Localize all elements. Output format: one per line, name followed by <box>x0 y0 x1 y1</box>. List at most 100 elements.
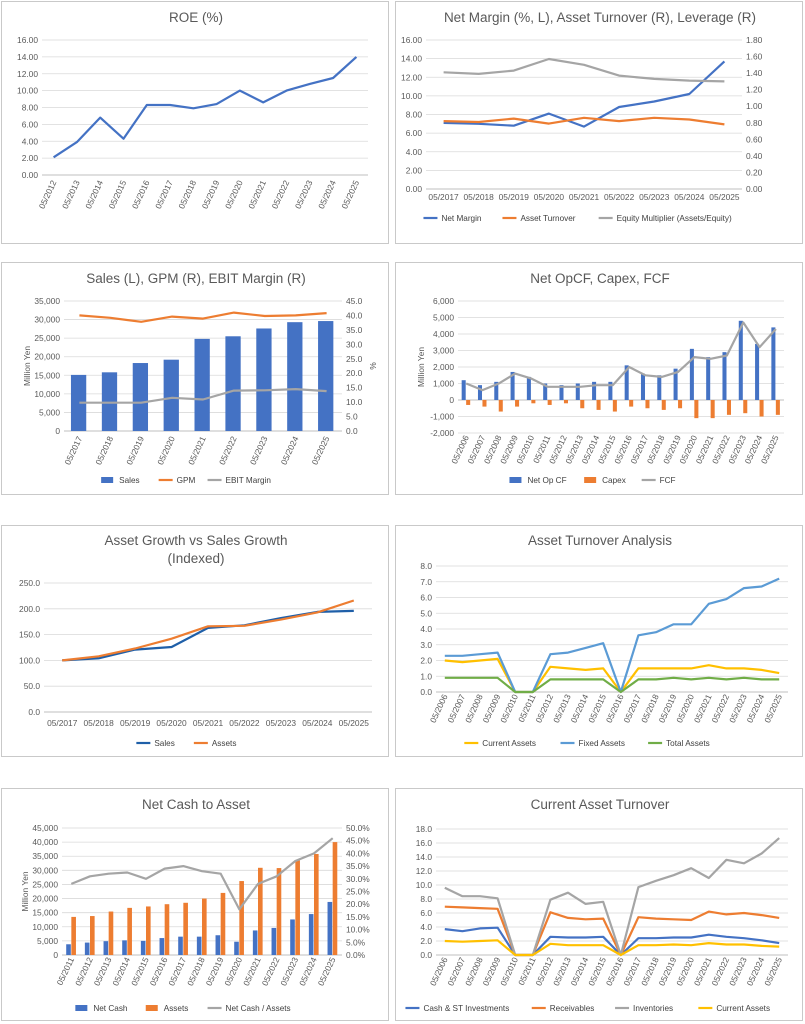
y-tick-label: 5,000 <box>37 936 58 946</box>
sales-bar <box>132 363 149 431</box>
y-tick-label: 12.00 <box>401 72 422 82</box>
legend-swatch-net-cash <box>75 1005 88 1011</box>
y-tick-label: 4.0 <box>420 922 432 932</box>
y-tick-label: 0.00 <box>406 184 423 194</box>
y-tick-label: 10,000 <box>32 922 58 932</box>
x-tick-label: 05/2021 <box>193 718 224 728</box>
current-assets-line <box>444 657 780 694</box>
sales-bar <box>163 359 179 431</box>
y2-tick-label: 1.00 <box>746 101 763 111</box>
net-op-cf-bar <box>608 381 613 400</box>
net-op-cf-bar <box>624 365 629 400</box>
legend-label-net-cash-assets: Net Cash / Assets <box>226 1004 291 1013</box>
x-tick-label: 05/2018 <box>84 718 115 728</box>
y-tick-label: 20,000 <box>34 352 60 362</box>
sales-bar <box>256 328 272 431</box>
legend-swatch-capex <box>584 477 597 483</box>
y-tick-label: 0 <box>55 426 60 436</box>
x-tick-label: 05/2019 <box>200 178 222 210</box>
x-tick-label: 05/2013 <box>60 178 82 210</box>
asset-vs-sales-growth-chart-svg: Asset Growth vs Sales Growth (Indexed) 0.0… <box>19 533 372 748</box>
x-tick-label: 05/2025 <box>316 955 338 987</box>
sales-gpm-ebit-chart: Sales (L), GPM (R), EBIT Margin (R) 0 5,00… <box>1 262 389 495</box>
current-asset-turnover-chart-svg: Current Asset Turnover 0.0 2.0 4.0 6.0 8.0 10.… <box>405 797 788 1013</box>
y-tick-label: 12.00 <box>17 69 38 79</box>
net-cash-bar <box>196 936 202 955</box>
sales-gpm-ebit-chart-svg: Sales (L), GPM (R), EBIT Margin (R) 0 5,00… <box>22 271 378 485</box>
y2-tick-label: 45.0 <box>346 296 363 306</box>
x-tick-label: 05/2018 <box>464 192 495 202</box>
sales-bar <box>194 338 210 431</box>
asset-turnover-line <box>443 116 725 126</box>
net-op-cf-bar <box>494 381 499 400</box>
fixed-assets-line <box>444 577 780 694</box>
capex-bar <box>694 400 699 419</box>
legend-swatch-assets <box>145 1005 158 1011</box>
y2-tick-label: 0.20 <box>746 167 763 177</box>
legend-label-receivables: Receivables <box>550 1004 595 1013</box>
y-tick-label: 14.00 <box>401 54 422 64</box>
capex-bar <box>612 400 617 412</box>
y2-tick-label: 25.0 <box>346 354 363 364</box>
legend-swatch-net-op-cf <box>509 477 522 483</box>
y-axis-label: Million Yen <box>416 347 426 387</box>
y2-axis-label: % <box>368 362 378 370</box>
net-margin-chart: Net Margin (%, L), Asset Turnover (R), L… <box>395 1 803 244</box>
net-cash-to-asset-chart-svg: Net Cash to Asset 0 5,000 10,000 15,000 20,00… <box>20 797 370 1013</box>
x-tick-label: 05/2020 <box>223 178 245 210</box>
x-tick-label: 05/2025 <box>339 178 361 210</box>
series-line <box>52 56 358 159</box>
legend-label-total-assets: Total Assets <box>666 739 710 748</box>
chart-title: Net Cash to Asset <box>142 797 250 812</box>
x-tick-label: 05/2019 <box>124 434 146 466</box>
y-tick-label: 0.0 <box>28 707 40 717</box>
y-tick-label: 6.00 <box>406 128 423 138</box>
sales-bar <box>287 322 303 431</box>
net-op-cf-bar <box>771 327 776 400</box>
y-tick-label: 0.0 <box>420 687 432 697</box>
y-tick-label: 10,000 <box>34 389 60 399</box>
net-op-cf-bar <box>738 320 743 400</box>
total-assets-line <box>444 676 780 694</box>
x-tick-label: 05/2017 <box>428 192 459 202</box>
chart-title: Current Asset Turnover <box>531 797 670 812</box>
x-tick-label: 05/2017 <box>153 178 175 210</box>
y2-tick-label: 25.0% <box>346 887 370 897</box>
legend-label-current-assets: Current Assets <box>716 1004 770 1013</box>
legend-label-gpm: GPM <box>177 476 196 485</box>
x-tick-label: 05/2024 <box>316 178 338 210</box>
y-tick-label: 7.0 <box>420 577 432 587</box>
net-op-cf-bar <box>689 348 694 400</box>
legend-label-ebit-margin: EBIT Margin <box>226 476 272 485</box>
y2-tick-label: 30.0 <box>346 339 363 349</box>
y2-tick-label: 10.0% <box>346 925 370 935</box>
assets-bar <box>332 842 338 955</box>
y-tick-label: 8.0 <box>420 894 432 904</box>
y-axis-label: Million Yen <box>20 871 30 911</box>
legend-label-fixed-assets: Fixed Assets <box>579 739 625 748</box>
legend-label-equity-multiplier-assets-equity-: Equity Multiplier (Assets/Equity) <box>617 214 732 223</box>
chart-title: ROE (%) <box>169 10 223 25</box>
asset-turnover-analysis-chart-svg: Asset Turnover Analysis 0.0 1.0 2.0 3.0 4.0 5.… <box>420 533 788 748</box>
y-tick-label: 45,000 <box>32 823 58 833</box>
y-tick-label: 8.0 <box>420 561 432 571</box>
x-tick-label: 05/2024 <box>674 192 705 202</box>
y2-tick-label: 50.0% <box>346 823 370 833</box>
legend-label-net-cash: Net Cash <box>93 1004 128 1013</box>
y-tick-label: 4.00 <box>22 136 39 146</box>
y-tick-label: 25,000 <box>32 879 58 889</box>
y-tick-label: 30,000 <box>34 315 60 325</box>
y-tick-label: 2.0 <box>420 656 432 666</box>
y2-tick-label: 0.0% <box>346 950 366 960</box>
capex-bar <box>596 400 601 410</box>
opcf-capex-fcf-chart: Net OpCF, Capex, FCF -2,000 -1,000 0 1,000 2,… <box>395 262 803 495</box>
net-cash-bar <box>140 940 146 955</box>
net-cash-to-asset-chart: Net Cash to Asset 0 5,000 10,000 15,000 20,00… <box>1 788 389 1021</box>
y-tick-label: 3,000 <box>433 346 454 356</box>
capex-bar <box>547 400 552 405</box>
net-cash-bar <box>178 936 183 955</box>
y-tick-label: 250.0 <box>19 578 40 588</box>
y-tick-label: 0.00 <box>22 170 39 180</box>
capex-bar <box>629 400 634 407</box>
y-tick-label: 100.0 <box>19 655 40 665</box>
